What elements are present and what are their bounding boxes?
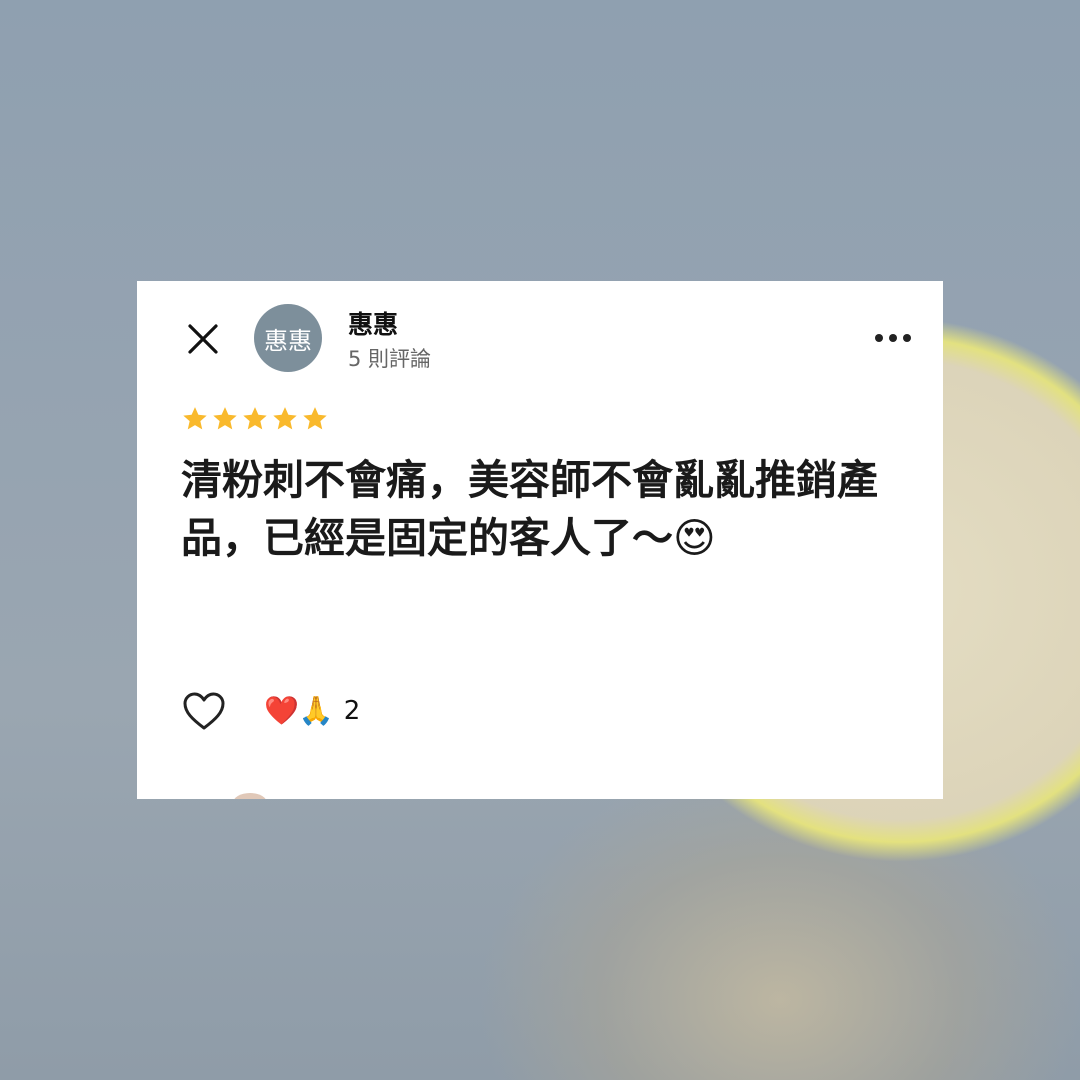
reaction-count: 2: [343, 696, 361, 726]
more-options-button[interactable]: [871, 321, 915, 355]
star-rating: [181, 405, 329, 433]
review-card: 惠惠 惠惠 5 則評論 清粉刺不會痛，美容師不會亂亂推銷產品，已經是固定的客人了…: [137, 281, 943, 799]
star-icon: [183, 407, 207, 430]
star-icon: [213, 407, 237, 430]
close-button[interactable]: [181, 317, 225, 361]
more-horizontal-icon: [875, 334, 911, 342]
reaction-summary[interactable]: ❤️🙏 2: [264, 694, 360, 728]
review-text: 清粉刺不會痛，美容師不會亂亂推銷產品，已經是固定的客人了～😍: [181, 456, 878, 562]
star-icon: [273, 407, 297, 430]
reviewer-name[interactable]: 惠惠: [348, 310, 399, 339]
star-icon: [303, 407, 327, 430]
close-icon: [188, 324, 218, 354]
heart-outline-icon: [183, 692, 225, 730]
like-button[interactable]: [181, 689, 227, 733]
review-count: 5 則評論: [348, 347, 432, 371]
star-icon: [243, 407, 267, 430]
next-review-avatar: [233, 793, 267, 799]
avatar[interactable]: 惠惠: [254, 304, 322, 372]
reaction-emojis: ❤️🙏: [264, 694, 334, 727]
